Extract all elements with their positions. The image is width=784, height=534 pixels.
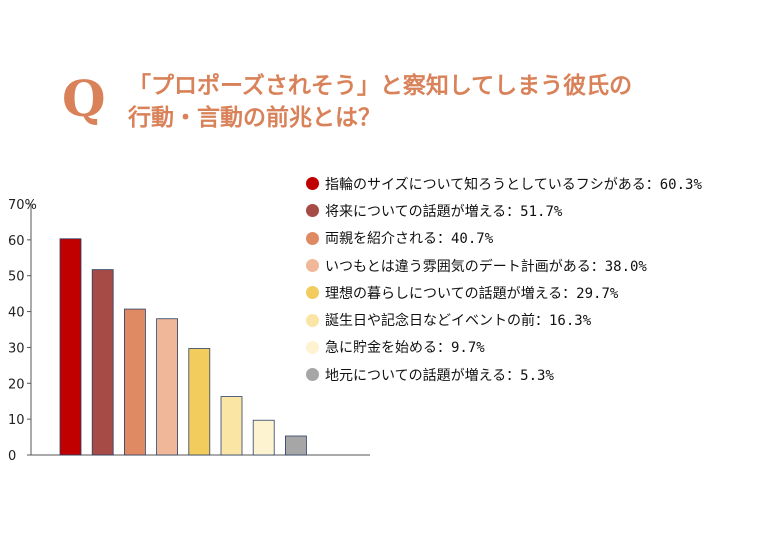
legend-label: 両親を紹介される：40.7%	[325, 231, 494, 248]
chart-legend: 指輪のサイズについて知ろうとしているフシがある：60.3% 将来についての話題が増…	[306, 170, 702, 388]
legend-item: 急に貯金を始める：9.7%	[306, 334, 702, 361]
q-mark: Q	[62, 69, 106, 128]
legend-label: 誕生日や記念日などイベントの前：16.3%	[325, 313, 592, 330]
y-tick-label: 40	[8, 306, 25, 321]
legend-label: 将来についての話題が増える：51.7%	[325, 203, 563, 220]
legend-swatch	[306, 204, 319, 218]
title-line-2: 行動・言動の前兆とは？	[128, 104, 381, 131]
bar	[220, 396, 243, 456]
legend-item: 指輪のサイズについて知ろうとしているフシがある：60.3%	[306, 170, 702, 197]
y-tick-label: 10	[8, 413, 25, 428]
bar	[156, 318, 179, 456]
y-tick-label: 60	[8, 234, 25, 249]
legend-item: いつもとは違う雰囲気のデート計画がある：38.0%	[306, 252, 702, 279]
legend-item: 理想の暮らしについての話題が増える：29.7%	[306, 279, 702, 306]
bar	[91, 269, 114, 456]
legend-swatch	[306, 368, 319, 382]
y-tick-label: 70%	[8, 198, 37, 213]
y-tick-label: 20	[8, 377, 25, 392]
legend-label: 指輪のサイズについて知ろうとしているフシがある：60.3%	[325, 176, 702, 193]
y-tick-label: 50	[8, 270, 25, 285]
legend-item: 将来についての話題が増える：51.7%	[306, 197, 702, 224]
legend-item: 両親を紹介される：40.7%	[306, 225, 702, 252]
y-tick-label: 0	[8, 449, 16, 464]
legend-label: 理想の暮らしについての話題が増える：29.7%	[325, 285, 619, 302]
legend-swatch	[306, 286, 319, 300]
legend-item: 誕生日や記念日などイベントの前：16.3%	[306, 306, 702, 333]
legend-label: 急に貯金を始める：9.7%	[325, 340, 485, 357]
bar	[188, 348, 211, 456]
bar	[252, 419, 275, 456]
title-line-1: 「プロポーズされそう」と察知してしまう彼氏の	[128, 72, 633, 99]
legend-swatch	[306, 177, 319, 191]
bar	[124, 308, 146, 456]
legend-swatch	[306, 259, 319, 273]
legend-swatch	[306, 340, 319, 354]
legend-item: 地元についての話題が増える：5.3%	[306, 361, 702, 388]
legend-swatch	[306, 231, 319, 245]
legend-label: 地元についての話題が増える：5.3%	[325, 367, 554, 384]
y-tick-label: 30	[8, 341, 25, 356]
legend-label: いつもとは違う雰囲気のデート計画がある：38.0%	[325, 258, 647, 275]
legend-swatch	[306, 313, 319, 327]
bar	[59, 238, 82, 456]
bar	[284, 435, 307, 456]
chart-title: 「プロポーズされそう」と察知してしまう彼氏の 行動・言動の前兆とは？	[128, 70, 768, 134]
